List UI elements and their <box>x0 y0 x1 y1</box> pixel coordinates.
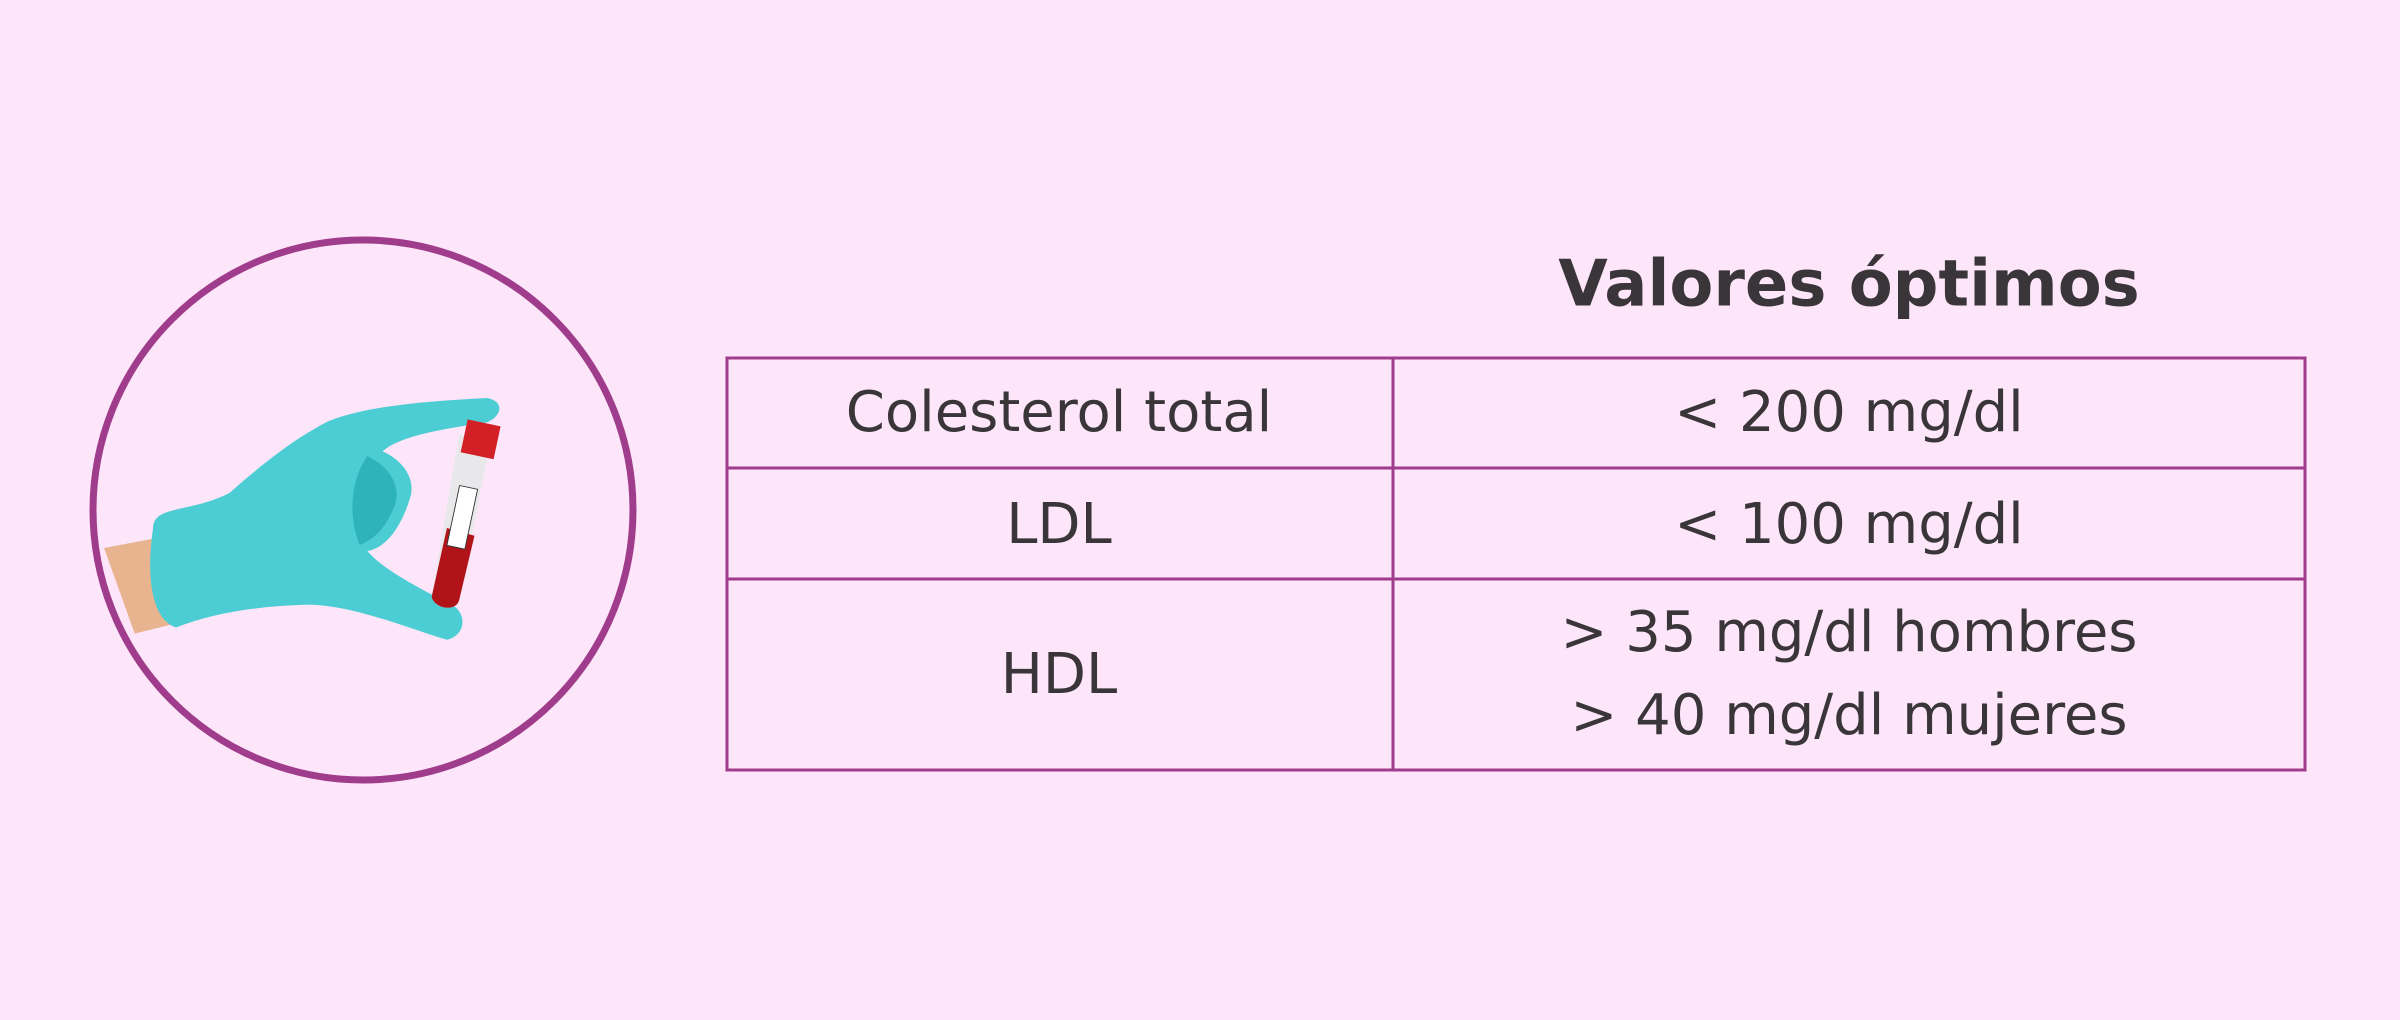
cell-label: HDL <box>1001 642 1117 707</box>
column-title: Valores óptimos <box>1558 248 2140 322</box>
gloved-hand <box>104 397 501 640</box>
cell-value: < 100 mg/dl <box>1674 492 2023 557</box>
table: Colesterol total < 200 mg/dl LDL < 100 m… <box>725 356 2307 772</box>
glove-shadow <box>352 456 397 545</box>
illustration <box>89 236 637 784</box>
table-border <box>725 356 2307 772</box>
glove <box>150 397 500 640</box>
cell-label: Colesterol total <box>846 380 1272 445</box>
cell-value: > 40 mg/dl mujeres <box>1570 683 2127 748</box>
cell-value: > 35 mg/dl hombres <box>1561 600 2138 665</box>
cell-value: < 200 mg/dl <box>1674 380 2023 445</box>
tube-cap <box>460 419 501 460</box>
cell-label: LDL <box>1006 492 1112 557</box>
label <box>446 484 479 550</box>
